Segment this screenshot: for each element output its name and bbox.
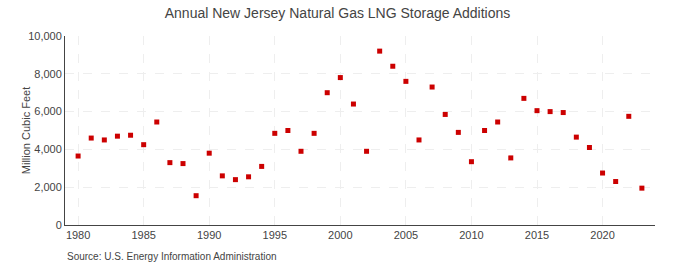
- svg-text:2020: 2020: [590, 229, 614, 241]
- svg-text:6,000: 6,000: [34, 105, 62, 117]
- svg-text:2015: 2015: [525, 229, 549, 241]
- svg-text:1980: 1980: [66, 229, 90, 241]
- svg-text:10,000: 10,000: [28, 30, 62, 42]
- svg-text:Million Cubic Feet: Million Cubic Feet: [20, 87, 32, 174]
- svg-text:2010: 2010: [459, 229, 483, 241]
- svg-text:Source: U.S. Energy Informatio: Source: U.S. Energy Information Administ…: [67, 251, 277, 262]
- svg-text:1985: 1985: [131, 229, 155, 241]
- svg-text:Annual New Jersey Natural Gas: Annual New Jersey Natural Gas LNG Storag…: [165, 5, 511, 21]
- svg-text:1995: 1995: [263, 229, 287, 241]
- svg-text:2000: 2000: [328, 229, 352, 241]
- svg-text:0: 0: [56, 219, 62, 231]
- svg-text:8,000: 8,000: [34, 68, 62, 80]
- svg-text:1990: 1990: [197, 229, 221, 241]
- svg-text:4,000: 4,000: [34, 143, 62, 155]
- svg-text:2005: 2005: [394, 229, 418, 241]
- svg-text:2,000: 2,000: [34, 181, 62, 193]
